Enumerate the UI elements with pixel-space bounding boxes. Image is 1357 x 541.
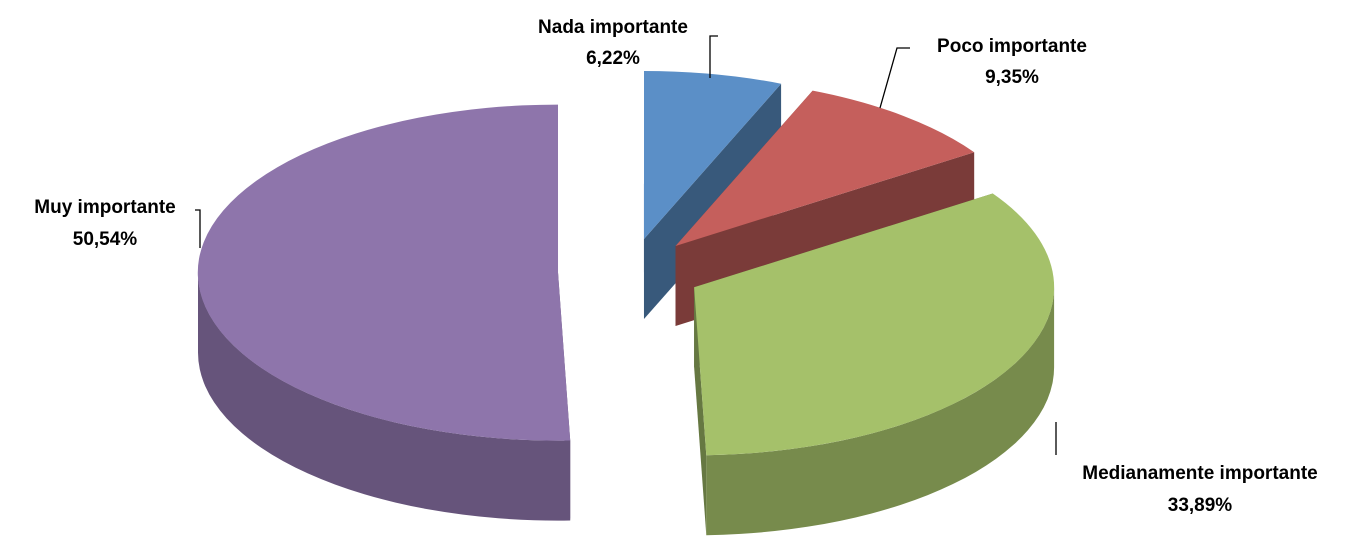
slice-value: 33,89% <box>1168 495 1233 516</box>
slice-value: 6,22% <box>586 48 640 69</box>
slice-wall <box>706 287 1055 536</box>
slice <box>197 104 571 441</box>
slice-side <box>694 287 707 536</box>
leader-line <box>879 47 910 109</box>
slice-wall <box>198 272 571 521</box>
slice-name: Medianamente importante <box>1082 463 1317 484</box>
slice-value: 9,35% <box>985 67 1039 88</box>
slice <box>675 90 975 246</box>
pie <box>197 71 1055 536</box>
slice-name: Muy importante <box>34 197 175 218</box>
slice-name: Poco importante <box>937 36 1087 57</box>
leader-line <box>709 35 718 78</box>
slice <box>643 71 782 240</box>
leader-line <box>195 209 201 248</box>
slice-value: 50,54% <box>73 229 138 250</box>
slice <box>694 193 1055 456</box>
slice-name: Nada importante <box>538 17 688 38</box>
